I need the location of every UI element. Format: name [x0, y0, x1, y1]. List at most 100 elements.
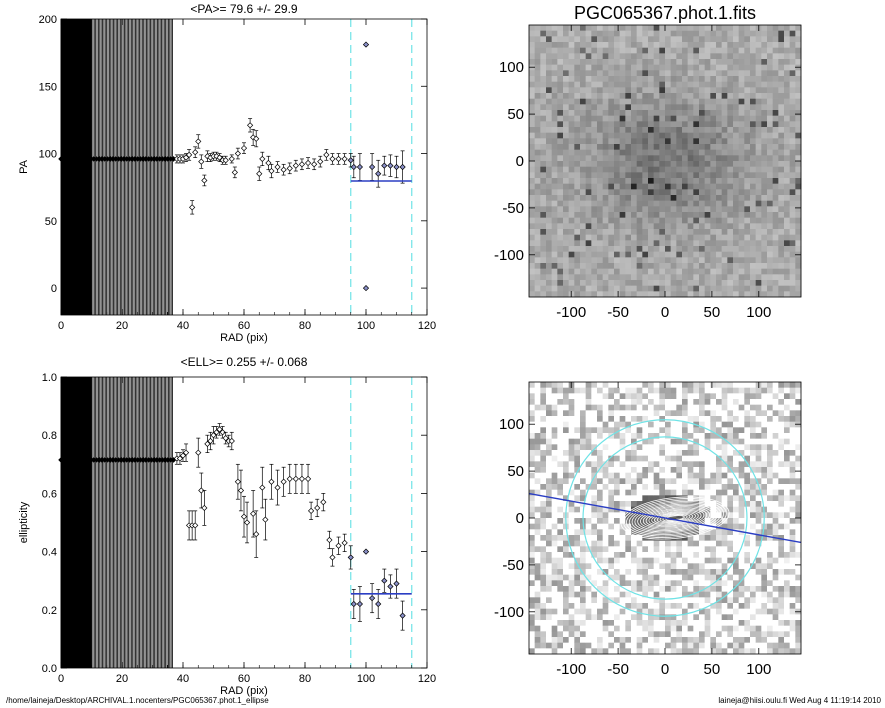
image-pixel [710, 121, 717, 128]
image-pixel [738, 223, 745, 230]
image-pixel [602, 183, 609, 190]
image-pixel [670, 229, 677, 235]
image-pixel [597, 382, 603, 388]
x-tick-label: -50 [607, 304, 629, 321]
image-pixel [693, 246, 700, 252]
image-pixel [721, 268, 728, 275]
image-pixel [704, 274, 711, 281]
image-pixel [619, 263, 626, 269]
image-pixel [767, 70, 773, 77]
image-pixel [619, 149, 626, 156]
image-pixel [767, 76, 773, 82]
image-pixel [733, 274, 739, 281]
image-pixel [772, 81, 779, 88]
image-pixel [534, 121, 541, 128]
image-pixel [546, 280, 552, 286]
image-pixel [659, 421, 666, 428]
image-pixel [778, 161, 785, 167]
image-pixel [687, 161, 694, 167]
image-pixel [636, 444, 643, 451]
image-pixel [636, 461, 643, 468]
image-pixel [597, 404, 603, 411]
image-pixel [631, 387, 637, 394]
image-pixel [642, 166, 649, 173]
image-pixel [597, 36, 603, 43]
image-pixel [665, 580, 671, 587]
image-pixel [710, 47, 717, 54]
image-pixel [597, 620, 603, 626]
image-pixel [761, 285, 768, 292]
data-point [329, 554, 336, 561]
image-pixel [699, 274, 705, 281]
image-pixel [551, 36, 558, 43]
image-pixel [693, 393, 700, 400]
image-pixel [551, 30, 558, 37]
image-pixel [716, 246, 722, 252]
image-pixel [534, 274, 541, 281]
image-pixel [591, 648, 598, 655]
image-pixel [704, 450, 711, 456]
image-pixel [614, 512, 620, 519]
image-pixel [721, 30, 728, 37]
image-pixel [670, 478, 677, 485]
image-pixel [585, 138, 592, 145]
image-pixel [648, 189, 654, 196]
image-pixel [653, 642, 660, 649]
image-pixel [716, 98, 722, 105]
image-pixel [619, 614, 626, 621]
image-pixel [602, 64, 609, 71]
image-pixel [546, 87, 552, 94]
image-pixel [659, 574, 666, 581]
image-pixel [619, 540, 626, 547]
image-pixel [733, 149, 739, 156]
image-pixel [716, 53, 722, 60]
image-pixel [750, 53, 756, 60]
image-pixel [557, 217, 564, 224]
image-pixel [659, 212, 666, 218]
image-pixel [721, 478, 728, 485]
data-point [210, 432, 217, 439]
image-pixel [750, 30, 756, 37]
image-pixel [546, 489, 552, 496]
image-pixel [551, 421, 558, 428]
image-pixel [597, 421, 603, 428]
image-pixel [665, 399, 671, 405]
image-pixel [551, 183, 558, 190]
image-pixel [648, 25, 654, 31]
image-pixel [591, 421, 598, 428]
image-pixel [693, 382, 700, 388]
image-pixel [636, 200, 643, 207]
image-pixel [710, 132, 717, 139]
image-pixel [710, 433, 717, 439]
image-pixel [682, 217, 688, 224]
image-pixel [767, 110, 773, 116]
image-pixel [602, 155, 609, 162]
image-pixel [653, 87, 660, 94]
image-pixel [659, 637, 666, 643]
image-pixel [778, 47, 785, 54]
image-pixel [563, 472, 569, 479]
image-pixel [665, 574, 671, 581]
image-pixel [670, 614, 677, 621]
data-point [189, 204, 196, 211]
image-pixel [772, 127, 779, 133]
image-pixel [614, 121, 620, 128]
image-pixel [733, 240, 739, 247]
image-pixel [631, 478, 637, 485]
image-pixel [619, 81, 626, 88]
image-pixel [585, 637, 592, 643]
image-pixel [659, 285, 666, 292]
image-pixel [699, 563, 705, 570]
image-pixel [699, 506, 705, 513]
image-pixel [716, 195, 722, 201]
image-pixel [568, 603, 575, 609]
image-pixel [665, 648, 671, 655]
image-pixel [614, 399, 620, 405]
image-pixel [602, 512, 609, 519]
image-pixel [744, 110, 751, 116]
image-pixel [574, 246, 581, 252]
image-pixel [699, 438, 705, 445]
image-pixel [563, 280, 569, 286]
image-pixel [682, 580, 688, 587]
image-pixel [772, 132, 779, 139]
